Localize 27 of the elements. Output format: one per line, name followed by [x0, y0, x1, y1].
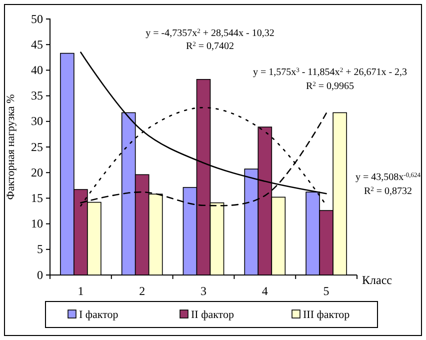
- legend-label: II фактор: [191, 309, 234, 321]
- y-tick-label: 0: [37, 268, 43, 282]
- y-tick-label: 5: [37, 242, 43, 256]
- x-axis-title: Класс: [362, 273, 392, 287]
- annotation: y = 43,508x$^{-0,624}$: [356, 172, 422, 183]
- y-tick-label: 40: [31, 63, 43, 78]
- annotation: R$^{2}$ = 0,9965: [306, 80, 354, 92]
- y-tick-label: 15: [31, 191, 43, 206]
- x-tick-label: 4: [262, 284, 268, 298]
- x-tick-label: 2: [139, 284, 146, 298]
- y-tick-label: 45: [31, 37, 43, 52]
- y-tick-label: 50: [31, 12, 43, 26]
- y-tick-label: 10: [31, 216, 43, 231]
- legend-label: I фактор: [79, 309, 119, 321]
- y-tick-label: 35: [31, 88, 43, 103]
- x-tick-label: 3: [200, 284, 206, 298]
- legend-label: III фактор: [303, 309, 350, 321]
- x-tick-label: 5: [323, 284, 330, 298]
- annotation: y = 1,575x$^{3}$ - 11,854x$^{2}$ + 26,671x - 2,3: [252, 66, 408, 78]
- annotation: R$^{2}$ = 0,7402: [186, 40, 234, 52]
- y-tick-label: 30: [31, 114, 43, 128]
- text: R$^{2}$ = 0,8732: [364, 186, 412, 197]
- annotation: y = -4,7357x$^{2}$ + 28,544x - 10,32: [146, 28, 274, 39]
- y-tick-label: 25: [31, 140, 43, 154]
- y-tick-label: 20: [31, 165, 43, 180]
- y-axis-title: Факторная нагрузка %: [5, 94, 17, 200]
- x-tick-label: 1: [78, 284, 84, 298]
